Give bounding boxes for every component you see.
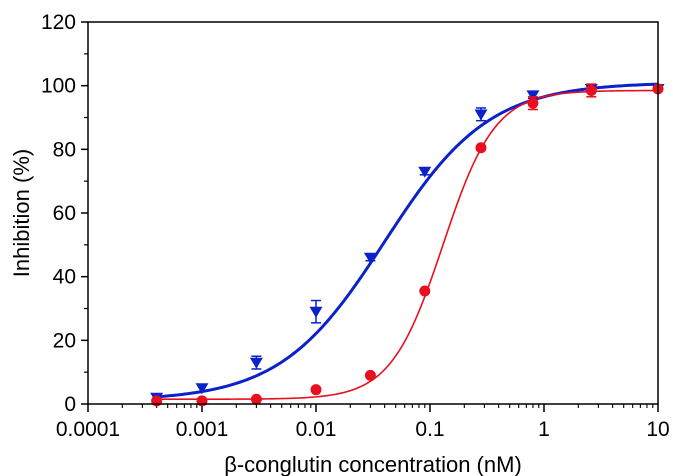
data-point-circle [364, 369, 376, 381]
data-points [150, 83, 665, 407]
y-axis: 0 20 40 60 80 100 120 [41, 11, 88, 416]
data-point-triangle [526, 90, 540, 102]
fit-curve-2 [154, 89, 659, 401]
y-tick-label: 100 [41, 75, 76, 98]
data-point-circle [585, 84, 597, 96]
data-point-triangle [474, 109, 488, 121]
x-tick-label: 1 [538, 418, 550, 441]
y-axis-title: Inhibition (%) [9, 149, 34, 277]
data-point-circle [475, 142, 487, 154]
data-point-triangle [249, 357, 263, 369]
y-tick-label: 120 [41, 11, 76, 34]
y-tick-label: 80 [53, 138, 76, 161]
fit-curves [154, 82, 659, 401]
x-axis: 0.0001 0.001 0.01 0.1 1 10 [56, 404, 670, 441]
y-tick-label: 20 [53, 329, 76, 352]
y-tick-label: 60 [53, 202, 76, 225]
y-tick-label: 40 [53, 266, 76, 289]
x-axis-title: β-conglutin concentration (nM) [224, 452, 522, 476]
data-point-circle [250, 393, 262, 405]
data-point-triangle [309, 306, 323, 318]
data-point-circle [310, 384, 322, 396]
data-point-triangle [363, 252, 377, 264]
y-tick-label: 0 [64, 393, 76, 416]
x-tick-label: 0.01 [296, 418, 337, 441]
x-tick-label: 0.0001 [56, 418, 120, 441]
data-point-circle [419, 285, 431, 297]
x-tick-label: 0.1 [415, 418, 444, 441]
x-tick-label: 10 [646, 418, 669, 441]
data-point-circle [527, 97, 539, 109]
data-point-triangle [195, 383, 209, 395]
data-point-triangle [418, 166, 432, 178]
x-tick-label: 0.001 [176, 418, 229, 441]
plot-frame [87, 21, 659, 405]
fit-curve-1 [154, 82, 659, 399]
